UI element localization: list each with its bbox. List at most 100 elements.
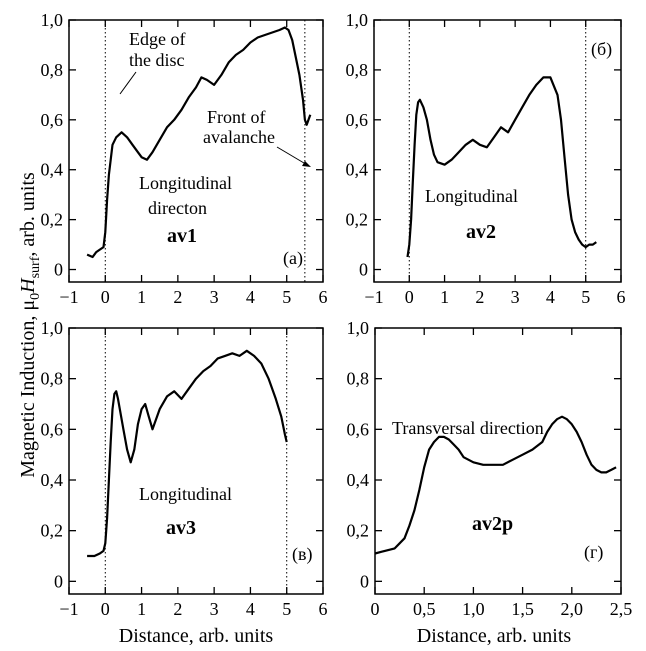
panel-d-xticks: 0 0,5 1,0 1,5 2,0 2,5	[371, 328, 633, 619]
panel-c-letter: (в)	[292, 544, 313, 565]
panel-b: 0 0,2 0,4 0,6 0,8 1,0 −1 0 1 2 3 4 5 6 (б) Longitudi…	[346, 10, 626, 307]
xtick-label: 0	[101, 599, 110, 619]
panel-a-front-arrow	[276, 146, 310, 167]
panel-a-front-arrowhead	[302, 161, 311, 167]
ytick-label: 0,6	[346, 110, 369, 130]
ytick-label: 0,8	[347, 369, 370, 389]
panel-c-series-line	[87, 349, 288, 558]
ytick-label: 0,2	[346, 210, 369, 230]
xtick-label: 5	[282, 287, 291, 307]
panel-b-letter: (б)	[591, 39, 612, 60]
panel-c-sample: av3	[166, 517, 196, 539]
panel-b-sample: av2	[466, 221, 496, 243]
panel-a-yticks: 0 0,2 0,4 0,6 0,8 1,0	[41, 10, 323, 280]
xtick-label: 0	[405, 287, 414, 307]
xtick-label: 4	[546, 287, 555, 307]
xtick-label: 0	[101, 287, 110, 307]
ytick-label: 1,0	[347, 318, 370, 338]
xtick-label: 5	[581, 287, 590, 307]
panel-d-yticks: 0 0,2 0,4 0,6 0,8 1,0	[347, 318, 621, 591]
xtick-label: 1	[137, 599, 146, 619]
panel-a-ann-edge1: Edge of	[129, 29, 185, 49]
xtick-label: −1	[59, 599, 78, 619]
ytick-label: 0	[54, 571, 63, 591]
panel-a-series-line	[86, 26, 312, 259]
panel-c-vlines	[104, 328, 288, 594]
panel-a-ann-edge2: the disc	[129, 50, 185, 70]
panel-b-yticks: 0 0,2 0,4 0,6 0,8 1,0	[346, 10, 621, 280]
x-axis-label-right: Distance, arb. units	[417, 625, 572, 647]
ytick-label: 0	[360, 571, 369, 591]
panel-d-series-line	[374, 415, 617, 555]
panel-d: 0 0,2 0,4 0,6 0,8 1,0 0 0,5 1,0 1,5 2,0 2,5 Transv…	[347, 318, 633, 619]
xtick-label: 3	[511, 287, 520, 307]
panel-a-ann-front2: avalanche	[203, 127, 275, 147]
panel-b-vlines	[408, 20, 587, 282]
xtick-label: 0,5	[413, 599, 436, 619]
ytick-label: 0,6	[41, 419, 64, 439]
panel-b-xticks: −1 0 1 2 3 4 5 6	[364, 20, 626, 307]
ytick-label: 1,0	[346, 10, 369, 30]
xtick-label: 1,0	[462, 599, 485, 619]
xtick-label: 2,5	[610, 599, 633, 619]
ytick-label: 0,8	[41, 369, 64, 389]
xtick-label: 1	[440, 287, 449, 307]
ytick-label: 0,4	[347, 470, 370, 490]
xtick-label: 1	[137, 287, 146, 307]
xtick-label: 5	[282, 599, 291, 619]
ytick-label: 0,2	[41, 521, 64, 541]
panel-a-ann-long: Longitudinal	[139, 173, 232, 193]
xtick-label: −1	[59, 287, 78, 307]
panel-a-letter: (а)	[283, 248, 303, 269]
ytick-label: 0,4	[346, 160, 369, 180]
ytick-label: 0	[54, 260, 63, 280]
xtick-label: 2	[475, 287, 484, 307]
panel-a-xticks: −1 0 1 2 3 4 5 6	[59, 20, 328, 307]
panel-c-xticks: −1 0 1 2 3 4 5 6	[59, 328, 328, 619]
panel-a-sample: av1	[167, 225, 197, 247]
panel-a: 0 0,2 0,4 0,6 0,8 1,0 −1 0 1 2 3 4 5 6 Edge of the d…	[41, 10, 328, 307]
ytick-label: 0,6	[347, 419, 370, 439]
xtick-label: 2	[173, 599, 182, 619]
xtick-label: 6	[617, 287, 626, 307]
ytick-label: 0,6	[41, 110, 64, 130]
panel-c-frame	[68, 327, 324, 595]
panel-a-ann-front1: Front of	[207, 107, 266, 127]
panel-b-ann-long: Longitudinal	[425, 186, 518, 206]
ytick-label: 0,8	[41, 60, 64, 80]
panel-c-ann-long: Longitudinal	[139, 484, 232, 504]
xtick-label: 4	[246, 287, 255, 307]
xtick-label: −1	[364, 287, 383, 307]
ytick-label: 0,8	[346, 60, 369, 80]
xtick-label: 1,5	[511, 599, 534, 619]
panel-d-sample: av2p	[472, 513, 513, 535]
panel-d-frame	[374, 327, 622, 595]
xtick-label: 3	[210, 599, 219, 619]
panel-b-frame	[373, 19, 622, 283]
panel-a-edge-arrow	[119, 71, 137, 95]
panel-b-series-line	[406, 76, 597, 258]
panel-d-ann-trans: Transversal direction	[392, 418, 544, 438]
panel-c-yticks: 0 0,2 0,4 0,6 0,8 1,0	[41, 318, 323, 591]
y-axis-label: Magnetic Induction, μ0Hsurf, arb. units	[17, 172, 43, 478]
panel-d-letter: (г)	[584, 542, 603, 563]
xtick-label: 4	[246, 599, 255, 619]
panel-c: 00,20,40,60,81,0 −1 0 1 2 3 4 5 6 Longitudinal …	[41, 318, 328, 619]
xtick-label: 6	[319, 599, 328, 619]
xtick-label: 0	[371, 599, 380, 619]
xtick-label: 3	[210, 287, 219, 307]
x-axis-label-left: Distance, arb. units	[119, 625, 274, 647]
ytick-label: 0,4	[41, 470, 64, 490]
ytick-label: 1,0	[41, 10, 64, 30]
ytick-label: 0,2	[347, 521, 370, 541]
ytick-label: 0,2	[41, 210, 64, 230]
xtick-label: 2	[173, 287, 182, 307]
ytick-label: 0,4	[41, 160, 64, 180]
panel-a-frame	[68, 19, 324, 283]
ytick-label: 0	[359, 260, 368, 280]
panel-a-ann-dir: directon	[148, 198, 207, 218]
ytick-label: 1,0	[41, 318, 64, 338]
xtick-label: 2,0	[561, 599, 584, 619]
xtick-label: 6	[319, 287, 328, 307]
